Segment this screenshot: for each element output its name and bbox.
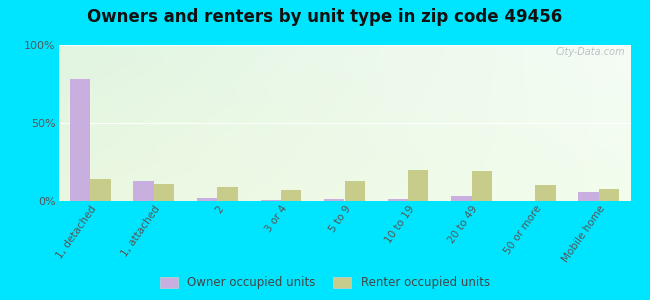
Text: Owners and renters by unit type in zip code 49456: Owners and renters by unit type in zip c… (87, 8, 563, 26)
Bar (70, 79, 90, 201)
Bar (578, 192, 599, 201)
Bar (217, 187, 238, 201)
Bar (261, 200, 281, 201)
Bar (197, 198, 217, 201)
Bar (281, 190, 302, 201)
Bar (387, 200, 408, 201)
Bar (344, 181, 365, 201)
Bar (133, 181, 154, 201)
Bar (535, 185, 556, 201)
Text: City-Data.com: City-Data.com (555, 46, 625, 57)
Bar (599, 188, 619, 201)
Bar (154, 184, 174, 201)
Bar (472, 171, 492, 201)
Bar (451, 196, 472, 201)
Bar (324, 200, 345, 201)
Legend: Owner occupied units, Renter occupied units: Owner occupied units, Renter occupied un… (155, 272, 495, 294)
Bar (90, 179, 110, 201)
Bar (408, 170, 428, 201)
